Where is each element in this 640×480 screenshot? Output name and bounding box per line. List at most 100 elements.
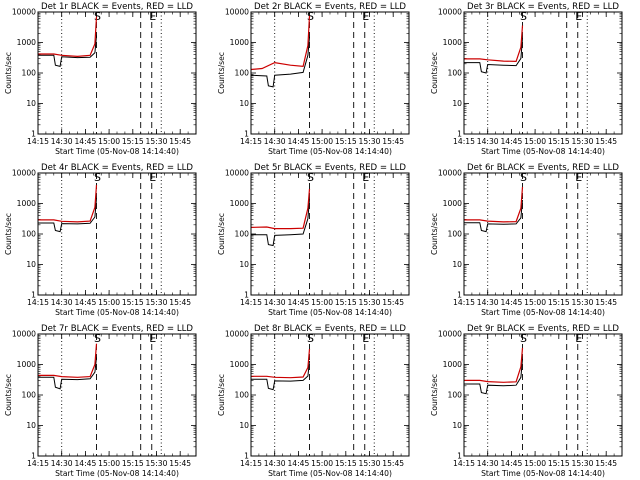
lld-series-line [250,188,311,230]
x-tick-label: 14:15 [453,459,475,468]
panel-title: Det 8r BLACK = Events, RED = LLD [254,324,406,334]
x-tick-label: 15:30 [572,137,594,146]
x-tick-label: 14:45 [500,298,522,307]
time-marker-label: S [307,10,314,23]
time-marker-label: E [575,171,582,184]
x-tick-label: 15:00 [311,459,333,468]
panel-title: Det 2r BLACK = Events, RED = LLD [254,2,406,12]
plot-frame [250,333,410,457]
y-tick-label: 10000 [225,169,249,178]
x-tick-label: 15:45 [595,298,617,307]
x-tick-label: 14:45 [74,459,96,468]
time-marker-label: S [94,171,101,184]
time-marker-label: S [307,171,314,184]
y-tick-label: 1 [31,130,36,139]
time-marker-label: E [149,332,156,345]
x-tick-label: 15:30 [359,137,381,146]
x-axis-label: Start Time (05-Nov-08 14:14:40) [268,147,392,156]
x-tick-label: 15:00 [98,137,120,146]
x-tick-label: 15:15 [122,298,144,307]
y-tick-label: 10 [452,260,462,269]
plot-frame [463,333,623,457]
time-marker-label: E [575,332,582,345]
y-tick-label: 100 [22,69,37,78]
x-tick-label: 15:15 [548,298,570,307]
x-tick-label: 15:00 [524,137,546,146]
plot-frame [37,172,197,296]
x-tick-label: 14:30 [51,137,73,146]
x-tick-label: 15:00 [524,459,546,468]
time-marker-label: E [149,10,156,23]
x-tick-label: 15:00 [524,298,546,307]
events-series-line [251,360,310,391]
y-tick-label: 10000 [12,169,36,178]
y-tick-label: 1000 [443,360,462,369]
time-marker-label: S [520,332,527,345]
y-axis-label: Counts/sec [430,52,439,94]
x-tick-label: 14:30 [477,459,499,468]
time-marker-label: E [362,10,369,23]
y-tick-label: 10 [452,421,462,430]
x-axis-label: Start Time (05-Nov-08 14:14:40) [481,469,605,478]
events-series-line [38,35,97,68]
time-marker-label: S [307,332,314,345]
y-tick-label: 10000 [438,8,462,17]
lld-series-line [38,185,98,223]
x-tick-label: 14:15 [27,459,49,468]
y-tick-label: 1 [457,452,462,461]
y-tick-label: 1 [31,291,36,300]
y-tick-label: 1 [457,291,462,300]
x-tick-label: 14:45 [287,298,309,307]
y-tick-label: 1000 [230,38,249,47]
y-tick-label: 10000 [438,330,462,339]
x-tick-label: 15:30 [572,459,594,468]
x-tick-label: 14:30 [51,298,73,307]
y-tick-label: 10000 [12,8,36,17]
events-series-line [251,198,310,247]
time-marker-label: E [575,10,582,23]
x-tick-label: 15:15 [335,459,357,468]
x-tick-label: 15:15 [122,459,144,468]
x-tick-label: 14:30 [264,459,286,468]
x-tick-label: 14:45 [74,137,96,146]
x-tick-label: 15:00 [98,459,120,468]
y-tick-label: 1 [244,452,249,461]
x-tick-label: 14:45 [287,137,309,146]
y-tick-label: 100 [448,391,463,400]
y-tick-label: 10 [239,99,249,108]
y-tick-label: 1000 [17,38,36,47]
x-axis-label: Start Time (05-Nov-08 14:14:40) [481,147,605,156]
panel-title: Det 9r BLACK = Events, RED = LLD [467,324,619,334]
detector-panel: Det 7r BLACK = Events, RED = LLD Counts/s… [4,324,197,478]
y-tick-label: 100 [448,69,463,78]
lld-series-line [38,16,98,58]
events-series-line [38,198,97,233]
x-axis-label: Start Time (05-Nov-08 14:14:40) [55,469,179,478]
panel-title: Det 4r BLACK = Events, RED = LLD [41,163,193,173]
time-marker-label: E [362,171,369,184]
lld-series-line [250,15,311,71]
detector-panel: Det 2r BLACK = Events, RED = LLD Counts/s… [217,2,410,156]
time-marker-label: S [520,10,527,23]
x-tick-label: 15:00 [311,298,333,307]
y-tick-label: 10 [26,421,36,430]
x-axis-label: Start Time (05-Nov-08 14:14:40) [268,308,392,317]
y-tick-label: 1 [244,291,249,300]
time-marker-label: S [94,10,101,23]
y-axis-label: Counts/sec [217,52,226,94]
y-axis-label: Counts/sec [217,213,226,255]
x-tick-label: 14:30 [477,137,499,146]
y-axis-label: Counts/sec [430,374,439,416]
plot-frame [250,11,410,135]
panel-title: Det 1r BLACK = Events, RED = LLD [41,2,193,12]
events-series-line [464,359,523,395]
y-tick-label: 10 [26,99,36,108]
events-series-line [250,37,310,88]
x-tick-label: 14:45 [500,137,522,146]
x-tick-label: 15:15 [122,137,144,146]
y-tick-label: 1000 [230,199,249,208]
y-axis-label: Counts/sec [4,52,13,94]
x-tick-label: 14:15 [453,298,475,307]
x-tick-label: 14:15 [240,459,262,468]
